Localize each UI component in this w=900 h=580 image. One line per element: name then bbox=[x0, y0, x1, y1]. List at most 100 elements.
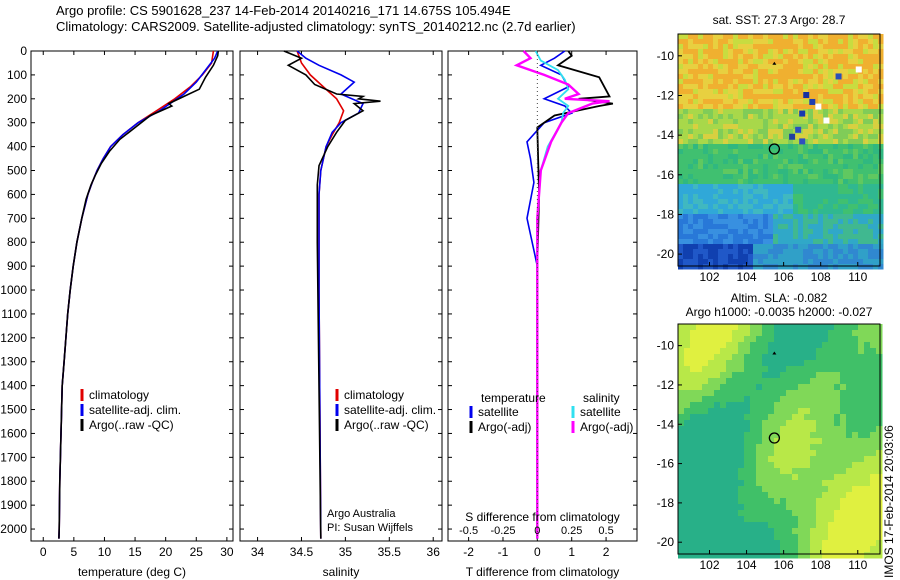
sst-map-cell bbox=[678, 189, 684, 195]
sla-map-cell bbox=[738, 540, 745, 547]
sst-map-cell bbox=[788, 104, 794, 110]
sla-map-cell bbox=[780, 372, 787, 379]
sla-map-cell bbox=[780, 324, 787, 331]
sst-map-cell bbox=[738, 114, 744, 120]
sla-map-cell bbox=[810, 474, 817, 481]
sla-map-cell bbox=[696, 516, 703, 523]
sla-map-cell bbox=[852, 396, 859, 403]
sla-map-cell bbox=[774, 390, 781, 397]
differences-panel: -2 -1 0 1 2T difference from climatology-0.5… bbox=[447, 50, 638, 579]
sst-map-cell bbox=[863, 74, 869, 80]
sst-map-cell bbox=[758, 44, 764, 50]
sla-map-cell bbox=[798, 486, 805, 493]
sst-map-cell bbox=[683, 244, 689, 250]
sst-map-cell bbox=[788, 254, 794, 260]
sla-map-cell bbox=[858, 420, 865, 427]
sla-map-cell bbox=[858, 474, 865, 481]
sst-map-cell bbox=[728, 194, 734, 200]
sst-map-cell bbox=[688, 254, 694, 260]
sst-map-cell bbox=[768, 94, 774, 100]
sla-map-cell bbox=[696, 444, 703, 451]
sst-map-cell bbox=[828, 214, 834, 220]
sst-map-cell bbox=[723, 129, 729, 135]
sst-map-cell bbox=[728, 204, 734, 210]
sst-map-cell bbox=[808, 179, 814, 185]
sst-map-cell bbox=[783, 109, 789, 115]
sst-map-cell bbox=[813, 129, 819, 135]
sst-map-cell bbox=[693, 149, 699, 155]
sst-map-cell bbox=[768, 204, 774, 210]
differences-xtick-label: -1 bbox=[498, 545, 509, 559]
sst-map-cell bbox=[868, 244, 874, 250]
sla-map-cell bbox=[708, 546, 715, 553]
sla-map-cell bbox=[786, 516, 793, 523]
sst-map-cell bbox=[808, 244, 814, 250]
sst-map-cell bbox=[813, 174, 819, 180]
sla-map-cell bbox=[774, 510, 781, 517]
sst-map-cell bbox=[818, 54, 824, 60]
sst-map-cell bbox=[763, 184, 769, 190]
sst-map-cell bbox=[843, 194, 849, 200]
sla-map-cell bbox=[762, 384, 769, 391]
sst-map-cell bbox=[678, 219, 684, 225]
sst-map-cell bbox=[808, 109, 814, 115]
sla-map-cell bbox=[738, 462, 745, 469]
sst-map-cell bbox=[718, 124, 724, 130]
sst-map-cell bbox=[718, 214, 724, 220]
sst-map-cell bbox=[828, 174, 834, 180]
sst-map-cell bbox=[868, 209, 874, 215]
sla-map-cell bbox=[720, 360, 727, 367]
sla-map-cell bbox=[858, 324, 865, 331]
sla-map-cell bbox=[696, 366, 703, 373]
sst-map-cell bbox=[778, 139, 784, 145]
sst-map-cell bbox=[868, 239, 874, 245]
sla-map-cell bbox=[822, 522, 829, 529]
sst-map-cell bbox=[838, 84, 844, 90]
sla-map-cell bbox=[750, 492, 757, 499]
sla-map-cell bbox=[822, 414, 829, 421]
sst-map-cell bbox=[858, 219, 864, 225]
sst-map-cell bbox=[848, 39, 854, 45]
sst-map-cell bbox=[713, 214, 719, 220]
sst-map-cell bbox=[783, 229, 789, 235]
sla-map-cell bbox=[696, 492, 703, 499]
sst-map-cell bbox=[758, 164, 764, 170]
sst-map-cell bbox=[858, 49, 864, 55]
sst-map-cell bbox=[783, 224, 789, 230]
sst-map-cell bbox=[803, 164, 809, 170]
sst-map-cell bbox=[698, 49, 704, 55]
sla-map-cell bbox=[738, 408, 745, 415]
sla-map-cell bbox=[684, 546, 691, 553]
sst-map-cell bbox=[848, 49, 854, 55]
sla-map-cell bbox=[780, 414, 787, 421]
sla-map-cell bbox=[756, 468, 763, 475]
sst-map-cell bbox=[758, 149, 764, 155]
sla-map-cell bbox=[834, 486, 841, 493]
sst-map-cell bbox=[678, 249, 684, 255]
sst-map-cell bbox=[843, 94, 849, 100]
sla-map-cell bbox=[714, 384, 721, 391]
sla-map-cell bbox=[786, 492, 793, 499]
sla-map-cell bbox=[864, 390, 871, 397]
sst-map-cell bbox=[873, 199, 879, 205]
sst-map-cell bbox=[753, 64, 759, 70]
sst-map-cell bbox=[878, 164, 884, 170]
sla-map-cell bbox=[798, 450, 805, 457]
sla-map-cell bbox=[876, 474, 883, 481]
sla-map-cell bbox=[774, 480, 781, 487]
sst-map-cell bbox=[793, 224, 799, 230]
sst-map-cell bbox=[758, 124, 764, 130]
sla-map-cell bbox=[678, 390, 685, 397]
sst-map-cell bbox=[748, 169, 754, 175]
sst-map-cell bbox=[803, 104, 809, 110]
sst-map-cell bbox=[858, 109, 864, 115]
sla-map-cell bbox=[714, 546, 721, 553]
side-stamp: IMOS 17-Feb-2014 20:03:06 bbox=[882, 425, 896, 578]
sla-map-cell bbox=[750, 330, 757, 337]
sla-map-cell bbox=[726, 324, 733, 331]
sst-map-cell bbox=[798, 219, 804, 225]
sla-map-cell bbox=[864, 402, 871, 409]
sst-map-cell bbox=[813, 199, 819, 205]
sst-map-cell bbox=[693, 124, 699, 130]
sst-map-cell bbox=[783, 134, 789, 140]
